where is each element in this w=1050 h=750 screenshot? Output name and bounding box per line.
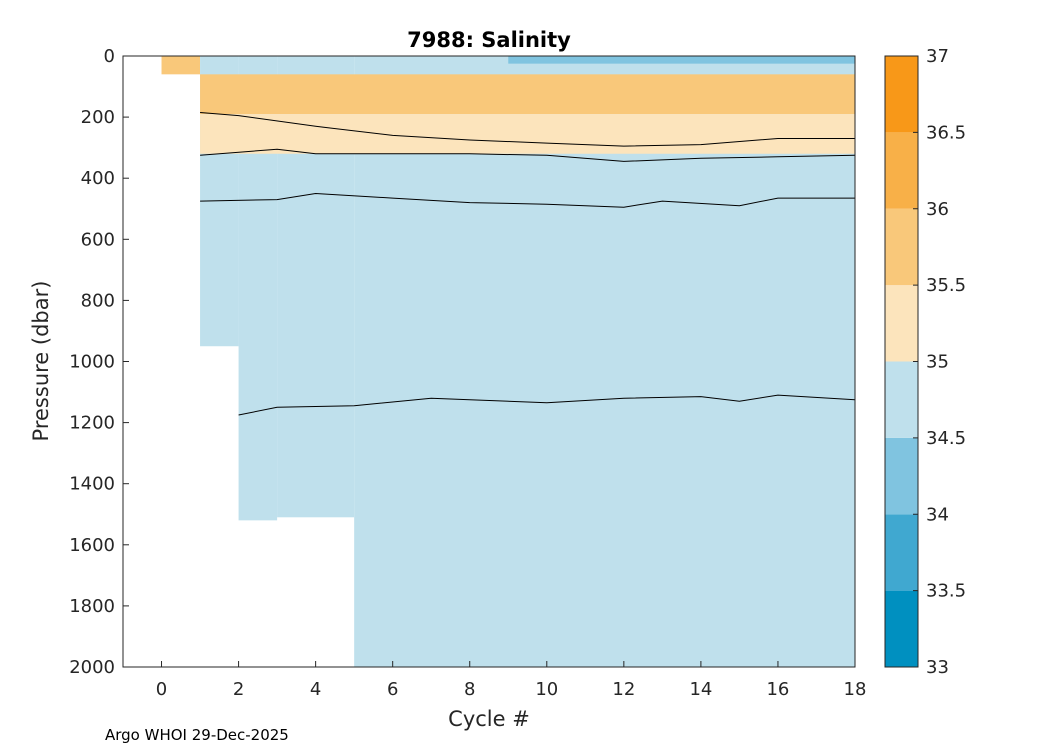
x-tick-label: 8 bbox=[464, 679, 475, 700]
x-tick-label: 12 bbox=[612, 679, 635, 700]
y-tick-label: 600 bbox=[81, 229, 115, 250]
y-tick-label: 1000 bbox=[69, 352, 115, 373]
y-tick-label: 200 bbox=[81, 107, 115, 128]
colorbar-segment bbox=[885, 590, 918, 667]
colorbar-label: 36 bbox=[926, 199, 949, 220]
colorbar-segment bbox=[885, 132, 918, 209]
y-tick-label: 1600 bbox=[69, 535, 115, 556]
contour-line bbox=[200, 112, 855, 147]
salinity-band bbox=[508, 56, 855, 64]
y-tick-label: 2000 bbox=[69, 657, 115, 678]
colorbar-label: 35 bbox=[926, 352, 949, 373]
x-tick-label: 6 bbox=[387, 679, 398, 700]
colorbar-label: 33 bbox=[926, 657, 949, 678]
colorbar-segment bbox=[885, 56, 918, 133]
colorbar-segment bbox=[885, 208, 918, 286]
plot-area bbox=[161, 56, 855, 667]
y-tick-label: 0 bbox=[104, 46, 115, 67]
contour-line bbox=[200, 148, 855, 162]
colorbar-segment bbox=[885, 514, 918, 591]
colorbar-segment bbox=[885, 437, 918, 515]
x-tick-label: 16 bbox=[766, 679, 789, 700]
salinity-band bbox=[200, 74, 855, 115]
x-tick-label: 4 bbox=[310, 679, 321, 700]
contour-line bbox=[200, 192, 855, 208]
colorbar: 33 33.5 34 34.5 35 35.5 36 36.5 37 bbox=[884, 46, 966, 678]
colorbar-label: 34 bbox=[926, 504, 949, 525]
chart-title: 7988: Salinity bbox=[407, 28, 571, 52]
y-tick-label: 1800 bbox=[69, 596, 115, 617]
x-tick-label: 14 bbox=[689, 679, 712, 700]
x-tick-label: 2 bbox=[233, 679, 244, 700]
colorbar-segment bbox=[885, 361, 918, 438]
coverage-region bbox=[161, 56, 201, 75]
y-tick-label: 800 bbox=[81, 290, 115, 311]
x-tick-label: 18 bbox=[844, 679, 867, 700]
colorbar-label: 35.5 bbox=[926, 275, 966, 296]
x-tick-label: 0 bbox=[156, 679, 167, 700]
colorbar-label: 33.5 bbox=[926, 581, 966, 602]
contour-line bbox=[238, 394, 855, 416]
salinity-band bbox=[200, 114, 855, 154]
x-axis-label: Cycle # bbox=[448, 707, 530, 731]
y-tick-label: 1200 bbox=[69, 413, 115, 434]
y-tick-label: 400 bbox=[81, 168, 115, 189]
footer-text: Argo WHOI 29-Dec-2025 bbox=[105, 726, 289, 744]
x-axis: 0 2 4 6 8 10 12 14 16 18 bbox=[156, 661, 867, 700]
colorbar-segment bbox=[885, 285, 918, 362]
y-tick-label: 1400 bbox=[69, 474, 115, 495]
colorbar-label: 36.5 bbox=[926, 122, 966, 143]
y-axis-label: Pressure (dbar) bbox=[29, 281, 53, 442]
coverage-region bbox=[354, 56, 855, 667]
colorbar-label: 34.5 bbox=[926, 428, 966, 449]
x-tick-label: 10 bbox=[535, 679, 558, 700]
y-axis: 0 200 400 600 800 1000 1200 1400 1600 1800 2000 bbox=[69, 46, 129, 678]
colorbar-label: 37 bbox=[926, 46, 949, 67]
